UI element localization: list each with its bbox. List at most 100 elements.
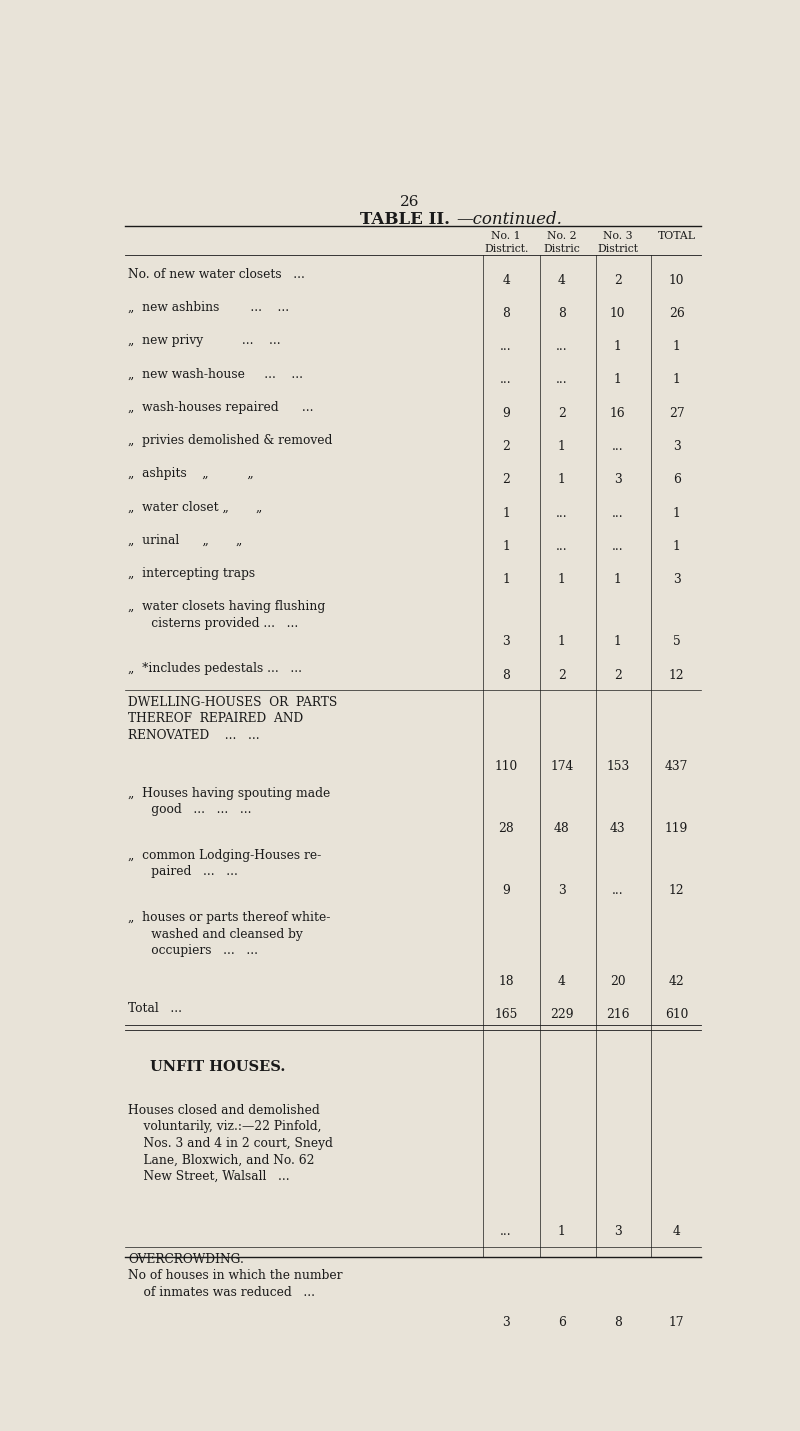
Text: ...: ... xyxy=(556,341,568,353)
Text: „  wash-houses repaired      ...: „ wash-houses repaired ... xyxy=(128,401,314,414)
Text: 6: 6 xyxy=(673,474,681,487)
Text: 2: 2 xyxy=(502,474,510,487)
Text: No. 3
District: No. 3 District xyxy=(597,232,638,253)
Text: 1: 1 xyxy=(558,574,566,587)
Text: 2: 2 xyxy=(558,406,566,419)
Text: 1: 1 xyxy=(502,574,510,587)
Text: 3: 3 xyxy=(558,884,566,897)
Text: 153: 153 xyxy=(606,760,630,773)
Text: No. 2
Distric: No. 2 Distric xyxy=(543,232,580,253)
Text: 119: 119 xyxy=(665,821,688,834)
Text: 26: 26 xyxy=(400,195,420,209)
Text: ...: ... xyxy=(612,884,623,897)
Text: 6: 6 xyxy=(558,1317,566,1329)
Text: „  houses or parts thereof white-
      washed and cleansed by
      occupiers  : „ houses or parts thereof white- washed … xyxy=(128,912,330,957)
Text: 3: 3 xyxy=(614,1225,622,1238)
Text: ...: ... xyxy=(500,373,512,386)
Text: 1: 1 xyxy=(502,539,510,552)
Text: 12: 12 xyxy=(669,668,685,681)
Text: ...: ... xyxy=(556,373,568,386)
Text: 3: 3 xyxy=(502,635,510,648)
Text: 437: 437 xyxy=(665,760,688,773)
Text: 9: 9 xyxy=(502,884,510,897)
Text: DWELLING-HOUSES  OR  PARTS
THEREOF  REPAIRED  AND
RENOVATED    ...   ...: DWELLING-HOUSES OR PARTS THEREOF REPAIRE… xyxy=(128,695,337,741)
Text: 3: 3 xyxy=(673,574,681,587)
Text: 10: 10 xyxy=(669,273,684,286)
Text: ...: ... xyxy=(612,539,623,552)
Text: 1: 1 xyxy=(673,539,681,552)
Text: 174: 174 xyxy=(550,760,574,773)
Text: TABLE II.: TABLE II. xyxy=(360,212,450,229)
Text: 229: 229 xyxy=(550,1009,574,1022)
Text: 610: 610 xyxy=(665,1009,688,1022)
Text: TOTAL: TOTAL xyxy=(658,232,696,242)
Text: 9: 9 xyxy=(502,406,510,419)
Text: „  water closets having flushing
      cisterns provided ...   ...: „ water closets having flushing cisterns… xyxy=(128,601,325,630)
Text: „  new privy          ...    ...: „ new privy ... ... xyxy=(128,333,281,348)
Text: 2: 2 xyxy=(558,668,566,681)
Text: 12: 12 xyxy=(669,884,685,897)
Text: OVERCROWDING.
No of houses in which the number
    of inmates was reduced   ...: OVERCROWDING. No of houses in which the … xyxy=(128,1252,342,1299)
Text: ...: ... xyxy=(612,441,623,454)
Text: No. of new water closets   ...: No. of new water closets ... xyxy=(128,268,305,280)
Text: 43: 43 xyxy=(610,821,626,834)
Text: „  privies demolished & removed: „ privies demolished & removed xyxy=(128,434,332,446)
Text: 5: 5 xyxy=(673,635,681,648)
Text: —continued.: —continued. xyxy=(457,210,562,228)
Text: 17: 17 xyxy=(669,1317,684,1329)
Text: Houses closed and demolished
    voluntarily, viz.:—22 Pinfold,
    Nos. 3 and 4: Houses closed and demolished voluntarily… xyxy=(128,1103,333,1183)
Text: 1: 1 xyxy=(673,373,681,386)
Text: 3: 3 xyxy=(614,474,622,487)
Text: 18: 18 xyxy=(498,975,514,987)
Text: 1: 1 xyxy=(502,507,510,519)
Text: 8: 8 xyxy=(502,668,510,681)
Text: 16: 16 xyxy=(610,406,626,419)
Text: 216: 216 xyxy=(606,1009,630,1022)
Text: 20: 20 xyxy=(610,975,626,987)
Text: 165: 165 xyxy=(494,1009,518,1022)
Text: ...: ... xyxy=(500,341,512,353)
Text: Total   ...: Total ... xyxy=(128,1002,182,1015)
Text: ...: ... xyxy=(556,507,568,519)
Text: ...: ... xyxy=(500,1225,512,1238)
Text: 8: 8 xyxy=(502,306,510,321)
Text: 2: 2 xyxy=(502,441,510,454)
Text: 3: 3 xyxy=(673,441,681,454)
Text: ...: ... xyxy=(556,539,568,552)
Text: „  common Lodging-Houses re-
      paired   ...   ...: „ common Lodging-Houses re- paired ... .… xyxy=(128,849,321,879)
Text: 27: 27 xyxy=(669,406,685,419)
Text: „  intercepting traps: „ intercepting traps xyxy=(128,567,255,580)
Text: „  urinal      „       „: „ urinal „ „ xyxy=(128,534,242,547)
Text: 110: 110 xyxy=(494,760,518,773)
Text: 1: 1 xyxy=(558,474,566,487)
Text: 1: 1 xyxy=(614,341,622,353)
Text: „  *includes pedestals ...   ...: „ *includes pedestals ... ... xyxy=(128,663,302,675)
Text: 42: 42 xyxy=(669,975,685,987)
Text: 3: 3 xyxy=(502,1317,510,1329)
Text: 1: 1 xyxy=(673,507,681,519)
Text: 26: 26 xyxy=(669,306,685,321)
Text: 4: 4 xyxy=(558,975,566,987)
Text: 4: 4 xyxy=(558,273,566,286)
Text: 8: 8 xyxy=(614,1317,622,1329)
Text: „  water closet „       „: „ water closet „ „ xyxy=(128,501,262,514)
Text: 8: 8 xyxy=(558,306,566,321)
Text: 28: 28 xyxy=(498,821,514,834)
Text: 2: 2 xyxy=(614,273,622,286)
Text: „  Houses having spouting made
      good   ...   ...   ...: „ Houses having spouting made good ... .… xyxy=(128,787,330,816)
Text: ...: ... xyxy=(612,507,623,519)
Text: 1: 1 xyxy=(614,635,622,648)
Text: 48: 48 xyxy=(554,821,570,834)
Text: 4: 4 xyxy=(502,273,510,286)
Text: 1: 1 xyxy=(614,373,622,386)
Text: 10: 10 xyxy=(610,306,626,321)
Text: 2: 2 xyxy=(614,668,622,681)
Text: 4: 4 xyxy=(673,1225,681,1238)
Text: 1: 1 xyxy=(614,574,622,587)
Text: „  new ashbins        ...    ...: „ new ashbins ... ... xyxy=(128,301,289,313)
Text: 1: 1 xyxy=(558,635,566,648)
Text: „  new wash-house     ...    ...: „ new wash-house ... ... xyxy=(128,368,303,381)
Text: 1: 1 xyxy=(558,441,566,454)
Text: „  ashpits    „          „: „ ashpits „ „ xyxy=(128,468,254,481)
Text: UNFIT HOUSES.: UNFIT HOUSES. xyxy=(150,1059,285,1073)
